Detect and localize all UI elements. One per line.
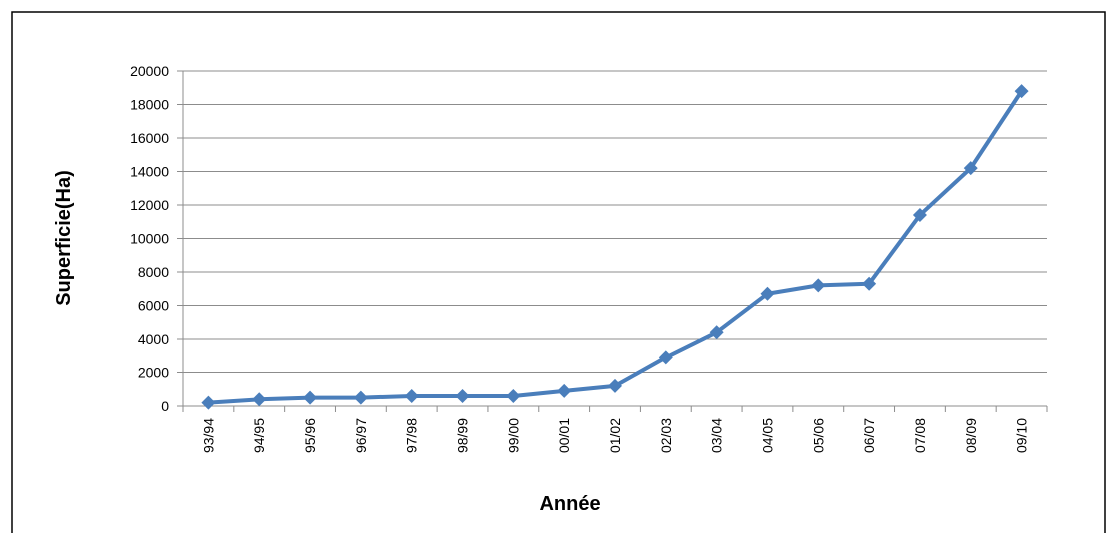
y-tick-label: 12000 — [130, 197, 169, 213]
x-tick-label: 07/08 — [912, 418, 928, 453]
y-tick-label: 14000 — [130, 164, 169, 180]
y-tick-label: 8000 — [138, 264, 169, 280]
frame — [11, 11, 1106, 533]
marker — [709, 325, 724, 340]
marker — [1014, 84, 1029, 99]
marker — [658, 350, 673, 365]
x-tick-label: 03/04 — [709, 418, 725, 453]
x-tick-label: 99/00 — [505, 418, 521, 453]
x-tick-label: 94/95 — [251, 418, 267, 453]
y-tick-label: 10000 — [130, 231, 169, 247]
x-tick-label: 08/09 — [963, 418, 979, 453]
x-tick-label: 96/97 — [353, 418, 369, 453]
y-tick-label: 16000 — [130, 130, 169, 146]
marker — [760, 286, 775, 301]
x-axis-title: Année — [539, 493, 600, 515]
y-axis-title: Superficie(Ha) — [53, 170, 75, 306]
x-tick-label: 06/07 — [861, 418, 877, 453]
marker — [252, 392, 267, 407]
y-tick-label: 18000 — [130, 97, 169, 113]
x-tick-label: 95/96 — [302, 418, 318, 453]
marker — [557, 383, 572, 398]
x-tick-label: 97/98 — [404, 418, 420, 453]
x-tick-label: 02/03 — [658, 418, 674, 453]
marker — [608, 378, 622, 393]
x-tick-label: 98/99 — [455, 418, 471, 453]
marker — [303, 390, 318, 405]
marker — [353, 390, 368, 405]
x-tick-label: 09/10 — [1014, 418, 1030, 453]
x-tick-label: 00/01 — [556, 418, 572, 453]
marker — [912, 208, 927, 223]
y-tick-label: 20000 — [130, 63, 169, 79]
y-tick-label: 6000 — [138, 298, 169, 314]
x-tick-label: 93/94 — [200, 418, 216, 453]
marker — [404, 388, 419, 403]
marker — [811, 278, 826, 293]
x-tick-label: 04/05 — [759, 418, 775, 453]
y-tick-label: 0 — [161, 398, 169, 414]
x-tick-label: 01/02 — [607, 418, 623, 453]
y-tick-label: 4000 — [138, 331, 169, 347]
x-tick-label: 05/06 — [810, 418, 826, 453]
marker — [201, 395, 216, 410]
marker — [862, 276, 877, 291]
y-tick-label: 2000 — [138, 365, 169, 381]
marker — [963, 161, 978, 176]
marker — [455, 388, 470, 403]
marker — [506, 388, 521, 403]
